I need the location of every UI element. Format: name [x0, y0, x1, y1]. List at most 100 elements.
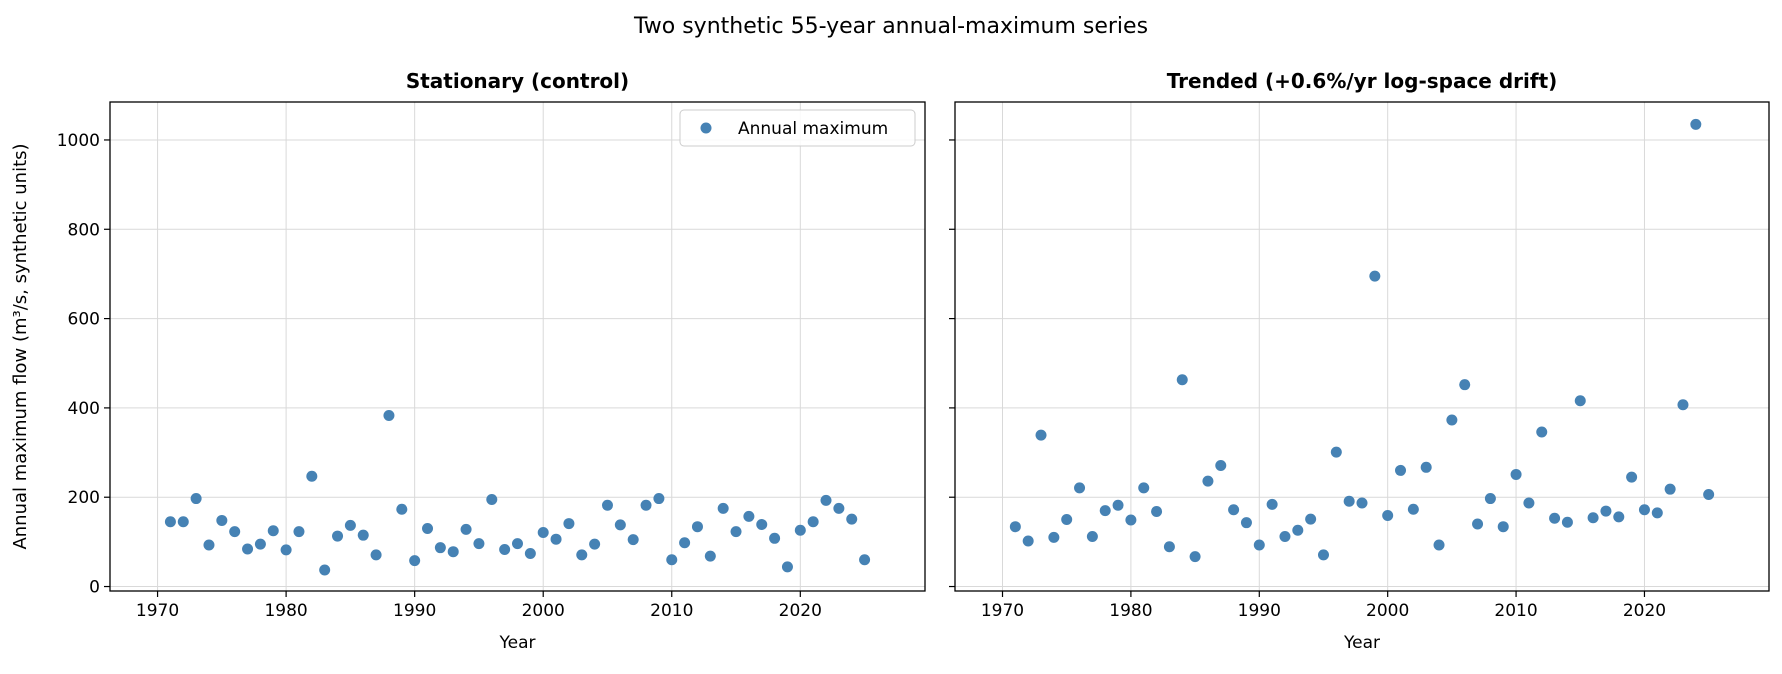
data-point — [473, 538, 485, 550]
data-point — [332, 530, 344, 542]
data-point — [254, 538, 266, 550]
data-point — [370, 549, 382, 561]
axes-frame — [109, 101, 926, 592]
data-point — [679, 537, 691, 549]
data-point — [1176, 374, 1188, 386]
data-point — [447, 546, 459, 558]
data-point — [1484, 493, 1496, 505]
data-point — [1086, 531, 1098, 543]
data-point — [1613, 511, 1625, 523]
data-point — [537, 526, 549, 538]
y-tick-label: 800 — [68, 220, 100, 240]
data-point — [704, 550, 716, 562]
data-point — [1266, 498, 1278, 510]
data-point — [280, 544, 292, 556]
data-point — [1356, 497, 1368, 509]
data-point — [640, 499, 652, 511]
data-point — [1099, 505, 1111, 517]
x-tick-label: 2020 — [779, 601, 822, 621]
x-tick-label: 2000 — [522, 601, 565, 621]
legend-label: Annual maximum — [738, 119, 888, 139]
x-tick-label: 2010 — [650, 601, 693, 621]
data-point — [1664, 483, 1676, 495]
data-point — [1523, 497, 1535, 509]
data-point — [229, 526, 241, 538]
legend-box — [679, 109, 916, 147]
data-point — [1151, 506, 1163, 518]
chart-panel-1: 1970 1980 1990 2000 2010 2020 0 200 400 600 800 100… — [10, 69, 926, 653]
data-point — [1510, 468, 1522, 480]
data-point — [357, 529, 369, 541]
axes-frame — [954, 101, 1770, 592]
data-point — [242, 543, 254, 555]
data-point — [1420, 461, 1432, 473]
y-tick-label: 400 — [68, 399, 100, 419]
data-point — [653, 493, 665, 505]
data-point — [1022, 535, 1034, 547]
data-point — [820, 494, 832, 506]
data-point — [409, 555, 421, 567]
data-point — [1292, 524, 1304, 536]
y-tick-label: 200 — [68, 488, 100, 508]
data-point — [1651, 507, 1663, 519]
data-point — [1228, 504, 1240, 516]
data-point — [524, 547, 536, 559]
data-point — [1497, 521, 1509, 533]
data-point — [512, 538, 523, 550]
data-point — [769, 532, 781, 544]
data-point — [1189, 551, 1201, 563]
data-point — [383, 409, 395, 421]
data-point — [1317, 549, 1329, 561]
data-point — [1061, 514, 1073, 526]
data-point — [1074, 482, 1086, 494]
data-point — [1125, 514, 1137, 526]
data-point — [1472, 518, 1484, 530]
chart-panel-2: 1970 1980 1990 2000 2010 2020 Trended (+0.6%/y… — [949, 69, 1770, 653]
x-tick-label: 2000 — [1366, 601, 1409, 621]
data-point — [1638, 504, 1650, 516]
data-point — [203, 539, 215, 551]
data-point — [756, 518, 768, 530]
data-point — [576, 549, 588, 561]
data-point — [1343, 495, 1355, 507]
data-point — [1536, 426, 1548, 438]
data-point — [1163, 541, 1175, 553]
figure-suptitle: Two synthetic 55-year annual-maximum ser… — [633, 14, 1148, 39]
data-point — [1202, 475, 1214, 487]
data-point — [1433, 539, 1445, 551]
y-tick-label: 0 — [89, 578, 100, 598]
data-point — [460, 523, 472, 535]
data-point — [1009, 521, 1021, 533]
data-point — [614, 519, 626, 531]
data-point — [833, 502, 845, 514]
y-tick-label: 1000 — [57, 131, 100, 151]
data-point — [177, 516, 189, 528]
data-point — [1253, 539, 1265, 551]
data-point — [216, 514, 228, 526]
data-point — [1279, 531, 1291, 543]
data-point — [730, 526, 742, 538]
data-point — [550, 533, 562, 545]
data-point — [1459, 379, 1471, 391]
x-tick-label: 1990 — [1238, 601, 1281, 621]
x-tick-label: 1980 — [264, 601, 307, 621]
data-point — [1382, 510, 1394, 522]
data-point — [319, 564, 331, 576]
data-point — [1305, 513, 1317, 525]
x-tick-label: 2020 — [1623, 601, 1666, 621]
data-point — [1587, 512, 1599, 524]
data-point — [589, 538, 601, 550]
chart-title: Trended (+0.6%/yr log-space drift) — [1167, 69, 1558, 93]
data-point — [1677, 399, 1689, 411]
data-point — [1035, 429, 1047, 441]
x-axis-label: Year — [499, 633, 536, 653]
data-point — [601, 499, 613, 511]
x-tick-label: 1970 — [136, 601, 179, 621]
x-tick-label: 1980 — [1109, 601, 1152, 621]
data-point — [422, 522, 434, 534]
data-point — [306, 470, 318, 482]
data-point — [563, 518, 575, 530]
data-point — [499, 543, 511, 555]
data-point — [1215, 460, 1227, 472]
